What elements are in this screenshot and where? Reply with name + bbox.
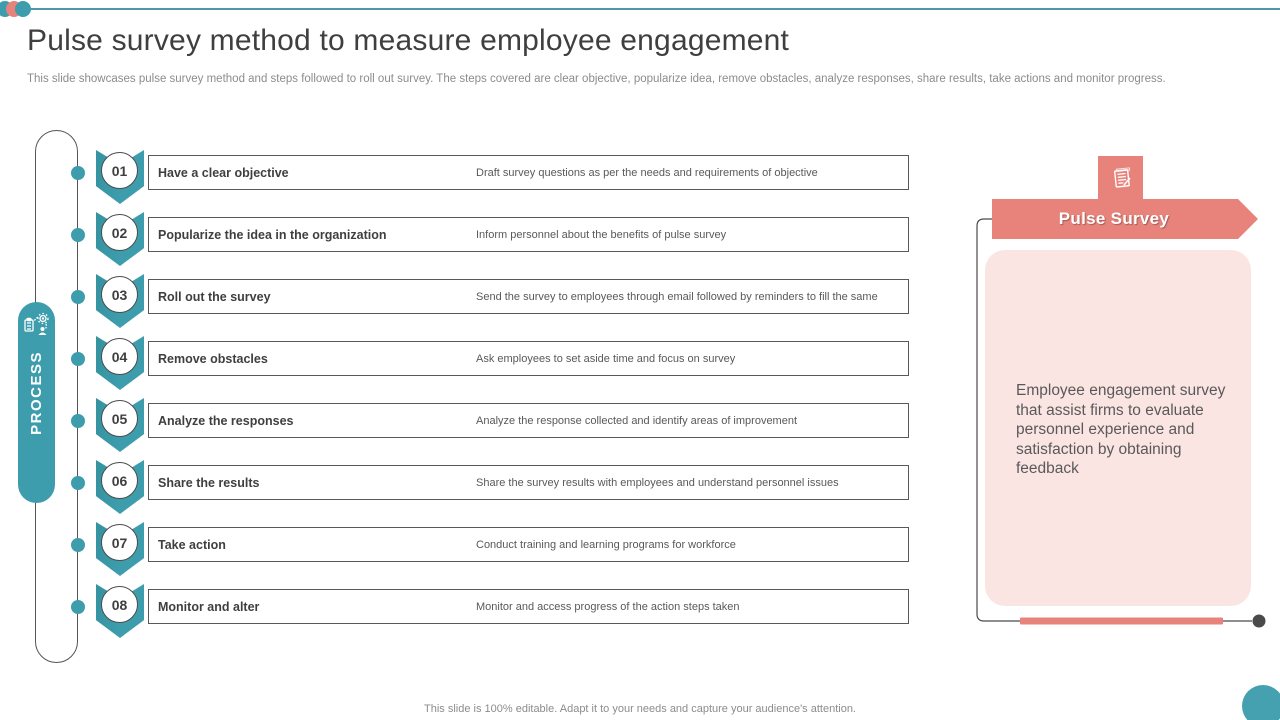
page-subtitle: This slide showcases pulse survey method…	[27, 73, 1166, 85]
step-box: Remove obstacles Ask employees to set as…	[148, 341, 909, 376]
step-number-badge: 03	[101, 276, 138, 313]
step-number: 04	[111, 348, 128, 365]
dot-decoration-teal-right	[15, 1, 31, 17]
step-title: Roll out the survey	[158, 289, 271, 304]
process-label: PROCESS	[28, 351, 45, 435]
step-number-badge: 04	[101, 338, 138, 375]
step-box: Popularize the idea in the organization …	[148, 217, 909, 252]
step-description: Share the survey results with employees …	[476, 476, 839, 489]
step-title: Take action	[158, 537, 226, 552]
step-description: Draft survey questions as per the needs …	[476, 166, 818, 179]
step-number: 07	[111, 534, 128, 551]
step-row: 01 Have a clear objective Draft survey q…	[71, 147, 960, 205]
step-box: Roll out the survey Send the survey to e…	[148, 279, 909, 314]
process-capsule: PROCESS	[18, 302, 55, 503]
pulse-survey-banner-label: Pulse Survey	[1058, 209, 1170, 228]
step-description: Monitor and access progress of the actio…	[476, 600, 740, 613]
step-row: 02 Popularize the idea in the organizati…	[71, 209, 960, 267]
step-number-badge: 05	[101, 400, 138, 437]
step-description: Ask employees to set aside time and focu…	[476, 352, 736, 365]
step-row: 05 Analyze the responses Analyze the res…	[71, 395, 960, 453]
timeline-dot-icon	[71, 538, 85, 552]
step-title: Popularize the idea in the organization	[158, 227, 387, 242]
timeline-dot-icon	[71, 476, 85, 490]
timeline-dot-icon	[71, 166, 85, 180]
step-number: 06	[111, 472, 128, 489]
step-description: Conduct training and learning programs f…	[476, 538, 736, 551]
step-row: 03 Roll out the survey Send the survey t…	[71, 271, 960, 329]
step-title: Share the results	[158, 475, 260, 490]
step-number-badge: 07	[101, 524, 138, 561]
step-description: Send the survey to employees through ema…	[476, 290, 878, 303]
step-number-badge: 02	[101, 214, 138, 251]
corner-circle-decoration	[1242, 685, 1280, 720]
page-title: Pulse survey method to measure employee …	[27, 24, 790, 57]
step-box: Share the results Share the survey resul…	[148, 465, 909, 500]
accent-bar	[1020, 617, 1223, 625]
step-number: 05	[111, 410, 128, 427]
step-row: 08 Monitor and alter Monitor and access …	[71, 581, 960, 639]
step-box: Analyze the responses Analyze the respon…	[148, 403, 909, 438]
step-title: Have a clear objective	[158, 165, 289, 180]
step-description: Inform personnel about the benefits of p…	[476, 228, 727, 241]
connector-dot-icon	[1252, 614, 1266, 628]
timeline-dot-icon	[71, 290, 85, 304]
pulse-description: Employee engagement survey that assist f…	[1016, 382, 1226, 477]
step-number-badge: 01	[101, 152, 138, 189]
timeline-dot-icon	[71, 228, 85, 242]
timeline-dot-icon	[71, 600, 85, 614]
step-row: 06 Share the results Share the survey re…	[71, 457, 960, 515]
top-accent-line	[0, 8, 1280, 10]
step-number: 01	[111, 162, 128, 179]
pulse-survey-banner: Pulse Survey	[992, 199, 1258, 239]
pulse-description-card: Employee engagement survey that assist f…	[985, 250, 1251, 606]
survey-document-icon	[1098, 156, 1143, 201]
workflow-people-gear-icon	[22, 312, 52, 343]
step-description: Analyze the response collected and ident…	[476, 414, 798, 427]
step-number: 02	[111, 224, 128, 241]
step-title: Remove obstacles	[158, 351, 268, 366]
step-number: 08	[111, 596, 128, 613]
step-title: Monitor and alter	[158, 599, 260, 614]
step-box: Have a clear objective Draft survey ques…	[148, 155, 909, 190]
step-row: 07 Take action Conduct training and lear…	[71, 519, 960, 577]
step-number-badge: 06	[101, 462, 138, 499]
step-box: Monitor and alter Monitor and access pro…	[148, 589, 909, 624]
step-number: 03	[111, 286, 128, 303]
step-title: Analyze the responses	[158, 413, 294, 428]
timeline-dot-icon	[71, 352, 85, 366]
timeline-dot-icon	[71, 414, 85, 428]
footer-note: This slide is 100% editable. Adapt it to…	[424, 703, 856, 715]
step-box: Take action Conduct training and learnin…	[148, 527, 909, 562]
step-number-badge: 08	[101, 586, 138, 623]
step-row: 04 Remove obstacles Ask employees to set…	[71, 333, 960, 391]
